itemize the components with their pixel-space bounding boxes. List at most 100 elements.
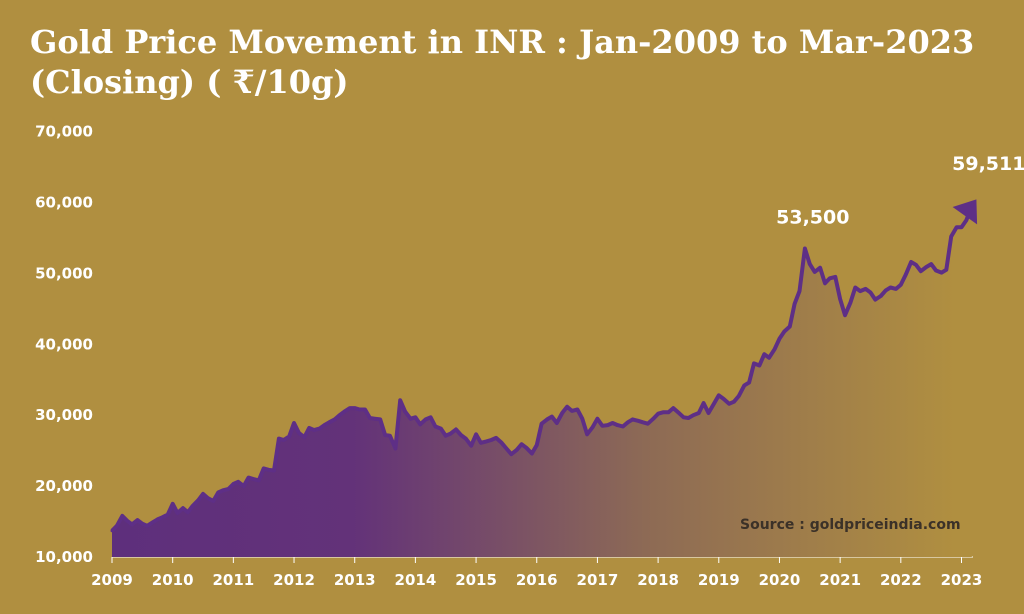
chart-title: Gold Price Movement in INR : Jan-2009 to… [30, 22, 974, 102]
data-point [914, 263, 918, 267]
data-point [292, 421, 296, 425]
data-point [661, 410, 665, 414]
data-point [949, 235, 953, 238]
data-point [156, 517, 159, 521]
data-point [424, 417, 428, 421]
data-point [110, 529, 114, 533]
data-point [960, 225, 963, 229]
x-tick-label: 2009 [91, 571, 133, 589]
data-point [924, 265, 928, 269]
data-point [595, 417, 599, 421]
data-point [873, 298, 877, 302]
data-point [221, 488, 225, 492]
data-point [211, 499, 215, 503]
data-point [909, 260, 913, 264]
data-point [798, 289, 801, 293]
data-point [843, 313, 847, 317]
data-point [560, 411, 564, 415]
data-point [889, 286, 892, 289]
data-point [348, 406, 352, 410]
y-tick-label: 30,000 [35, 406, 93, 424]
data-point [621, 425, 625, 428]
data-point [904, 273, 908, 277]
data-point [409, 417, 412, 421]
data-point [606, 423, 610, 427]
data-point [570, 409, 574, 413]
data-point [894, 287, 898, 291]
data-point [707, 411, 710, 415]
data-point [788, 325, 792, 328]
x-tick-label: 2012 [273, 571, 315, 589]
x-tick-label: 2011 [212, 571, 254, 589]
data-point [964, 218, 968, 222]
data-point [651, 417, 655, 421]
data-point [393, 447, 397, 450]
data-point [125, 519, 129, 523]
data-point [793, 302, 797, 306]
x-tick-label: 2019 [698, 571, 740, 589]
data-point [383, 433, 387, 437]
data-point [813, 270, 817, 274]
data-point [853, 286, 857, 289]
chart-title-line2: (Closing) ( ₹/10g) [30, 63, 349, 101]
data-point [833, 275, 837, 279]
data-labels: 53,500 59,511 [776, 153, 1024, 229]
data-point [940, 271, 943, 275]
data-point [115, 524, 119, 528]
data-point [737, 394, 741, 398]
data-point [747, 381, 751, 384]
x-tick-label: 2015 [455, 571, 497, 589]
data-point [717, 393, 721, 397]
data-point [342, 410, 346, 414]
data-point [575, 408, 579, 411]
data-point [509, 452, 513, 456]
data-point [418, 422, 422, 426]
data-point [732, 400, 736, 404]
data-point [702, 401, 706, 405]
data-label: 59,511 [952, 153, 1024, 175]
data-label: 53,500 [776, 207, 849, 229]
data-point [682, 415, 686, 419]
data-point [338, 413, 341, 417]
data-point [540, 422, 544, 426]
data-point [530, 452, 534, 455]
data-point [767, 356, 771, 360]
data-point [944, 268, 948, 272]
data-point [267, 468, 271, 472]
source-note: Source : goldpriceindia.com [740, 517, 961, 533]
data-point [752, 361, 756, 365]
data-point [242, 484, 246, 488]
data-point [504, 447, 508, 450]
data-point [251, 477, 255, 481]
data-point [934, 269, 938, 272]
data-point [433, 425, 437, 428]
data-point [459, 433, 463, 437]
data-point [676, 410, 680, 414]
data-point [312, 428, 316, 432]
data-point [231, 482, 235, 486]
data-point [520, 442, 524, 446]
data-point [869, 291, 872, 294]
data-point [358, 408, 362, 411]
data-point [600, 424, 604, 428]
data-point [899, 283, 903, 287]
data-point [464, 437, 468, 441]
data-point [686, 416, 690, 420]
data-point [691, 413, 695, 417]
data-point [955, 225, 959, 229]
x-axis: 2009 2010 2011 2012 2013 2014 2015 2016 2017 2018… [91, 556, 983, 589]
data-point [762, 352, 766, 356]
data-point [363, 408, 367, 411]
data-point [555, 421, 559, 425]
data-point [373, 417, 377, 421]
data-point [742, 383, 746, 387]
y-tick-label: 20,000 [35, 477, 93, 495]
data-point [176, 511, 179, 515]
data-point [120, 514, 124, 518]
data-point [782, 330, 786, 333]
x-tick-label: 2023 [941, 571, 983, 589]
data-point [616, 423, 619, 427]
data-point [838, 297, 842, 301]
data-point [322, 423, 326, 427]
x-tick-label: 2018 [637, 571, 679, 589]
